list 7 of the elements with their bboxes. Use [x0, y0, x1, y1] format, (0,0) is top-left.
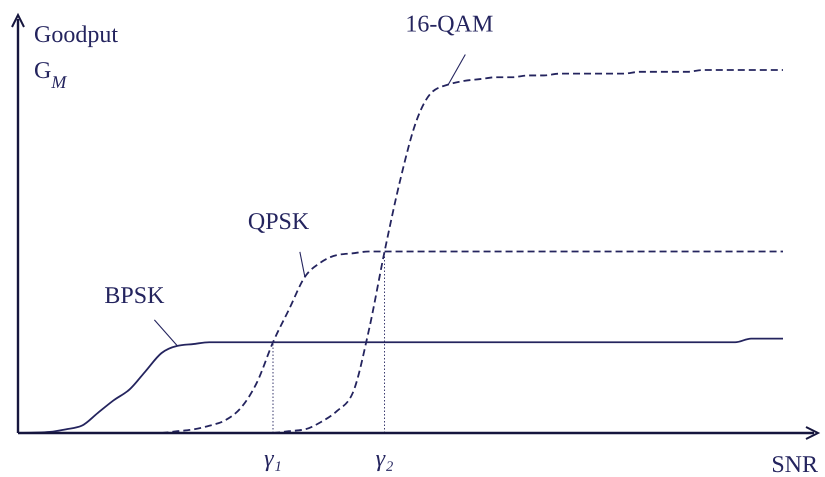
series-label: BPSK	[104, 282, 166, 309]
y-axis-title: Goodput G$_{M}$	[34, 22, 118, 92]
x-axis-title: SNR	[771, 452, 818, 477]
series-label: QPSK	[248, 208, 310, 235]
x-tick-label: γ₂	[376, 446, 394, 472]
x-tick-label: γ₁	[264, 446, 282, 472]
series-label: 16-QAM	[405, 12, 494, 38]
